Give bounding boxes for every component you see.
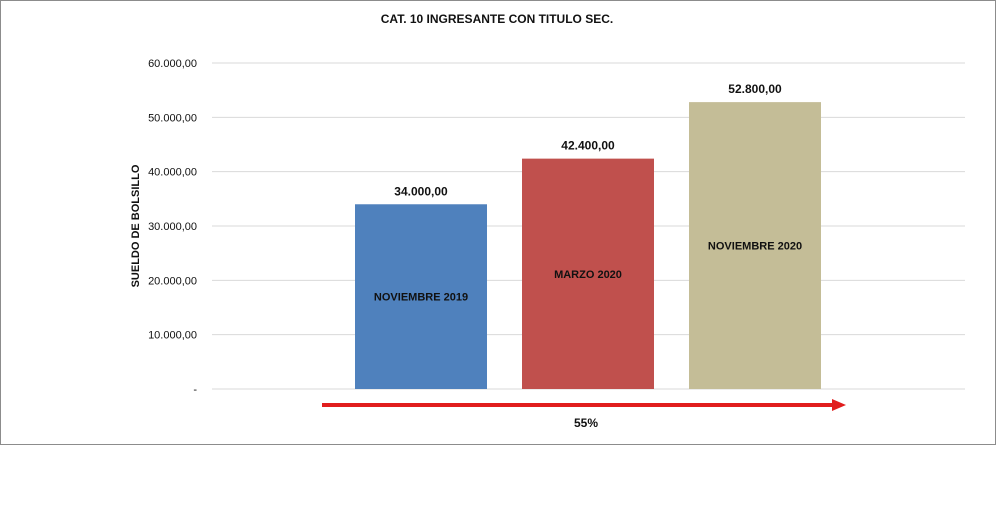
bar-category-label: NOVIEMBRE 2019 [374,292,468,304]
y-tick-label: 10.000,00 [148,330,197,342]
y-tick-label: 30.000,00 [148,221,197,233]
bar-category-label: MARZO 2020 [554,269,622,281]
y-axis-ticks: - 10.000,00 20.000,00 30.000,00 40.000,00 50.… [148,58,197,396]
y-tick-label: 20.000,00 [148,275,197,287]
bar-category-label: NOVIEMBRE 2020 [708,241,802,253]
y-tick-label: - [193,384,197,396]
y-axis-label: SUELDO DE BOLSILLO [130,164,142,287]
y-tick-label: 40.000,00 [148,167,197,179]
chart-title: CAT. 10 INGRESANTE CON TITULO SEC. [381,12,613,26]
growth-annotation: 55% [322,399,846,430]
bar-value-label: 34.000,00 [394,184,448,198]
bars: 34.000,00 NOVIEMBRE 2019 42.400,00 MARZO 20… [355,82,821,390]
y-tick-label: 50.000,00 [148,112,197,124]
chart-area [0,0,996,445]
growth-arrow-head [832,399,846,411]
bar [355,204,487,389]
bar [522,158,654,389]
growth-percentage: 55% [574,416,598,430]
bar [689,102,821,390]
y-tick-label: 60.000,00 [148,58,197,70]
bar-value-label: 42.400,00 [561,139,615,153]
bar-value-label: 52.800,00 [728,82,782,96]
